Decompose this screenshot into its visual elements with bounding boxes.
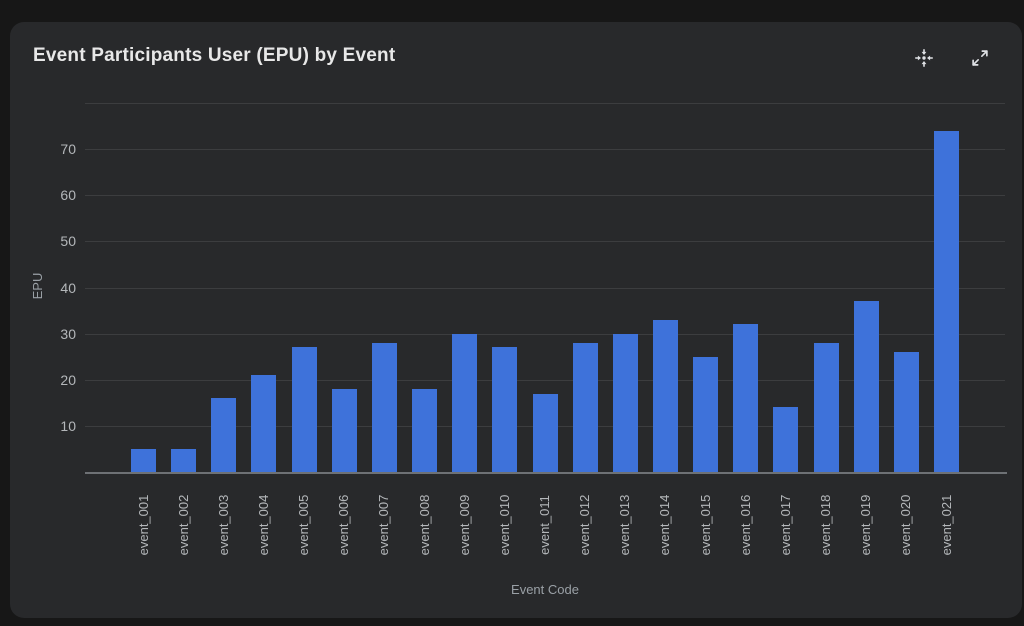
x-tick-label-event_012: event_012 <box>577 494 593 556</box>
gridline-40 <box>85 287 1005 289</box>
x-tick-label-event_019: event_019 <box>858 494 874 556</box>
y-tick-label-30: 30 <box>60 325 76 342</box>
bar-event_010[interactable] <box>492 347 518 472</box>
x-tick-label-event_004: event_004 <box>255 494 271 556</box>
y-tick-label-10: 10 <box>60 417 76 434</box>
x-tick-label-event_008: event_008 <box>416 494 432 556</box>
x-tick-label-event_014: event_014 <box>657 494 673 556</box>
x-tick-label-event_003: event_003 <box>215 494 231 556</box>
bar-event_012[interactable] <box>572 342 598 472</box>
gridline-70 <box>85 149 1005 151</box>
x-tick-label-event_018: event_018 <box>818 494 834 556</box>
gridline-60 <box>85 195 1005 197</box>
move-chart-button[interactable] <box>909 43 939 73</box>
bar-event_018[interactable] <box>813 342 839 472</box>
bar-event_004[interactable] <box>251 375 277 472</box>
y-tick-label-60: 60 <box>60 187 76 204</box>
gridline-30 <box>85 333 1005 335</box>
x-tick-label-event_007: event_007 <box>376 494 392 556</box>
bar-event_005[interactable] <box>291 347 317 472</box>
bar-event_021[interactable] <box>934 130 959 472</box>
chart-card: Event Participants User (EPU) by Event <box>10 22 1022 618</box>
bar-event_001[interactable] <box>131 448 156 472</box>
x-tick-label-event_006: event_006 <box>336 494 352 556</box>
bar-event_016[interactable] <box>733 324 759 472</box>
bar-event_019[interactable] <box>853 301 879 472</box>
bar-event_006[interactable] <box>331 388 357 472</box>
bar-event_011[interactable] <box>532 393 558 472</box>
y-axis-title: EPU <box>30 272 45 300</box>
bar-event_002[interactable] <box>171 448 197 472</box>
bar-event_014[interactable] <box>652 319 678 472</box>
gridline-80 <box>85 103 1005 104</box>
x-tick-label-event_016: event_016 <box>737 494 753 556</box>
x-tick-label-event_005: event_005 <box>296 494 312 556</box>
gridline-20 <box>85 379 1005 381</box>
bar-event_007[interactable] <box>371 342 397 472</box>
bar-event_017[interactable] <box>773 407 799 472</box>
x-tick-label-event_002: event_002 <box>175 494 191 556</box>
x-tick-label-event_020: event_020 <box>898 494 914 556</box>
bar-event_009[interactable] <box>452 333 478 472</box>
y-tick-label-20: 20 <box>60 371 76 388</box>
x-axis-line <box>85 472 1007 474</box>
bar-event_013[interactable] <box>612 333 638 472</box>
x-tick-label-event_010: event_010 <box>496 494 512 556</box>
chart-title: Event Participants User (EPU) by Event <box>33 45 396 66</box>
x-axis-title: Event Code <box>511 582 579 597</box>
x-tick-label-event_013: event_013 <box>617 494 633 556</box>
y-tick-label-70: 70 <box>60 141 76 158</box>
bar-event_008[interactable] <box>412 388 438 472</box>
bar-event_003[interactable] <box>211 398 237 472</box>
gridline-50 <box>85 241 1005 243</box>
y-tick-label-40: 40 <box>60 279 76 296</box>
y-tick-label-50: 50 <box>60 233 76 250</box>
x-tick-label-event_009: event_009 <box>456 494 472 556</box>
bar-chart: 10 20 30 40 50 60 70 event_001 event_002 event_0… <box>10 22 1022 618</box>
bar-event_020[interactable] <box>893 352 919 472</box>
x-tick-label-event_011: event_011 <box>537 495 552 555</box>
fullscreen-button[interactable] <box>965 43 995 73</box>
x-tick-label-event_017: event_017 <box>777 494 793 556</box>
bar-event_015[interactable] <box>693 356 719 472</box>
x-tick-label-event_021: event_021 <box>938 494 954 556</box>
move-icon <box>912 46 936 70</box>
x-tick-label-event_001: event_001 <box>135 494 151 556</box>
fullscreen-expand-icon <box>969 47 991 69</box>
x-tick-label-event_015: event_015 <box>697 494 713 556</box>
